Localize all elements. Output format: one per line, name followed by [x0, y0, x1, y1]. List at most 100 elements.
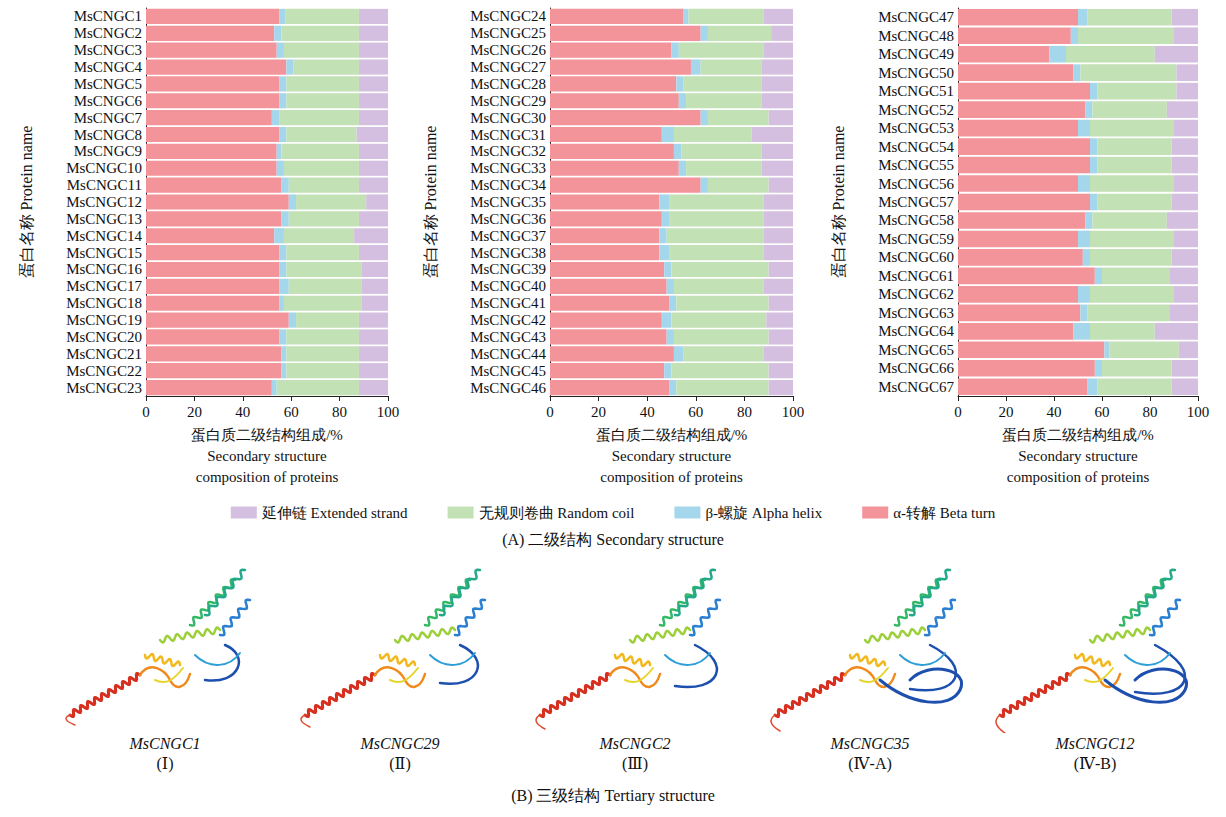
svg-text:MsCNGC51: MsCNGC51 [878, 83, 954, 99]
svg-text:MsCNGC65: MsCNGC65 [878, 342, 954, 358]
svg-text:100: 100 [377, 404, 400, 420]
svg-text:MsCNGC31: MsCNGC31 [470, 127, 546, 143]
svg-text:MsCNGC53: MsCNGC53 [878, 120, 954, 136]
svg-text:MsCNGC52: MsCNGC52 [878, 102, 954, 118]
svg-text:MsCNGC44: MsCNGC44 [470, 346, 546, 362]
svg-text:60: 60 [688, 404, 703, 420]
svg-text:composition of proteins: composition of proteins [1007, 469, 1150, 485]
svg-text:MsCNGC13: MsCNGC13 [66, 211, 142, 227]
svg-text:MsCNGC62: MsCNGC62 [878, 286, 954, 302]
svg-text:蛋白质二级结构组成/%: 蛋白质二级结构组成/% [191, 427, 343, 443]
svg-text:Secondary structure: Secondary structure [1018, 448, 1138, 464]
svg-text:80: 80 [737, 404, 752, 420]
svg-text:蛋白质二级结构组成/%: 蛋白质二级结构组成/% [1002, 427, 1154, 443]
svg-text:MsCNGC22: MsCNGC22 [66, 363, 142, 379]
svg-text:MsCNGC63: MsCNGC63 [878, 305, 954, 321]
svg-text:100: 100 [782, 404, 805, 420]
svg-text:MsCNGC54: MsCNGC54 [878, 139, 954, 155]
svg-text:80: 80 [332, 404, 347, 420]
svg-text:MsCNGC26: MsCNGC26 [470, 42, 546, 58]
svg-text:蛋白质二级结构组成/%: 蛋白质二级结构组成/% [596, 427, 748, 443]
svg-text:composition of proteins: composition of proteins [196, 469, 339, 485]
svg-text:MsCNGC29: MsCNGC29 [470, 93, 546, 109]
svg-text:MsCNGC38: MsCNGC38 [470, 245, 546, 261]
svg-text:MsCNGC66: MsCNGC66 [878, 360, 954, 376]
svg-text:MsCNGC35: MsCNGC35 [470, 194, 546, 210]
svg-text:0: 0 [954, 404, 962, 420]
svg-text:60: 60 [1095, 404, 1110, 420]
svg-text:MsCNGC3: MsCNGC3 [74, 42, 142, 58]
svg-text:MsCNGC9: MsCNGC9 [74, 143, 142, 159]
svg-text:MsCNGC27: MsCNGC27 [470, 59, 546, 75]
svg-text:MsCNGC43: MsCNGC43 [470, 329, 546, 345]
svg-text:composition of proteins: composition of proteins [600, 469, 743, 485]
svg-text:MsCNGC14: MsCNGC14 [66, 228, 142, 244]
svg-text:MsCNGC60: MsCNGC60 [878, 249, 954, 265]
svg-text:MsCNGC10: MsCNGC10 [66, 160, 142, 176]
svg-text:MsCNGC37: MsCNGC37 [470, 228, 546, 244]
svg-text:MsCNGC4: MsCNGC4 [74, 59, 143, 75]
svg-text:MsCNGC17: MsCNGC17 [66, 278, 142, 294]
svg-text:MsCNGC16: MsCNGC16 [66, 261, 142, 277]
svg-text:MsCNGC7: MsCNGC7 [74, 110, 143, 126]
svg-text:Secondary structure: Secondary structure [207, 448, 327, 464]
svg-text:MsCNGC25: MsCNGC25 [470, 25, 546, 41]
svg-text:MsCNGC50: MsCNGC50 [878, 65, 954, 81]
svg-text:MsCNGC49: MsCNGC49 [878, 46, 954, 62]
svg-text:MsCNGC19: MsCNGC19 [66, 312, 142, 328]
svg-text:MsCNGC1: MsCNGC1 [74, 8, 142, 24]
svg-text:40: 40 [1047, 404, 1062, 420]
svg-text:MsCNGC30: MsCNGC30 [470, 110, 546, 126]
svg-text:MsCNGC58: MsCNGC58 [878, 212, 954, 228]
svg-text:β-螺旋 Alpha helix: β-螺旋 Alpha helix [705, 505, 822, 521]
svg-text:MsCNGC39: MsCNGC39 [470, 261, 546, 277]
svg-text:蛋白名称 Protein name: 蛋白名称 Protein name [422, 126, 439, 279]
svg-text:MsCNGC67: MsCNGC67 [878, 379, 954, 395]
svg-text:80: 80 [1143, 404, 1158, 420]
svg-text:MsCNGC61: MsCNGC61 [878, 268, 954, 284]
svg-text:20: 20 [999, 404, 1014, 420]
svg-text:MsCNGC5: MsCNGC5 [74, 76, 142, 92]
svg-text:MsCNGC57: MsCNGC57 [878, 194, 954, 210]
svg-text:MsCNGC8: MsCNGC8 [74, 127, 142, 143]
svg-text:MsCNGC48: MsCNGC48 [878, 28, 954, 44]
svg-text:MsCNGC24: MsCNGC24 [470, 8, 546, 24]
svg-text:蛋白名称 Protein name: 蛋白名称 Protein name [18, 126, 35, 279]
svg-text:MsCNGC46: MsCNGC46 [470, 380, 546, 396]
svg-text:MsCNGC34: MsCNGC34 [470, 177, 546, 193]
svg-text:MsCNGC45: MsCNGC45 [470, 363, 546, 379]
svg-text:MsCNGC42: MsCNGC42 [470, 312, 546, 328]
svg-text:延伸链 Extended strand: 延伸链 Extended strand [261, 505, 408, 521]
svg-text:MsCNGC20: MsCNGC20 [66, 329, 142, 345]
svg-text:MsCNGC6: MsCNGC6 [74, 93, 143, 109]
svg-text:MsCNGC64: MsCNGC64 [878, 323, 954, 339]
svg-text:MsCNGC55: MsCNGC55 [878, 157, 954, 173]
svg-text:无规则卷曲 Random coil: 无规则卷曲 Random coil [479, 505, 635, 521]
svg-text:MsCNGC47: MsCNGC47 [878, 9, 954, 25]
svg-text:0: 0 [142, 404, 150, 420]
svg-text:MsCNGC32: MsCNGC32 [470, 143, 546, 159]
svg-text:0: 0 [546, 404, 554, 420]
svg-text:20: 20 [187, 404, 202, 420]
svg-text:MsCNGC18: MsCNGC18 [66, 295, 142, 311]
svg-text:MsCNGC21: MsCNGC21 [66, 346, 142, 362]
svg-text:40: 40 [640, 404, 655, 420]
svg-text:60: 60 [284, 404, 299, 420]
svg-text:MsCNGC15: MsCNGC15 [66, 245, 142, 261]
svg-text:20: 20 [591, 404, 606, 420]
svg-text:MsCNGC40: MsCNGC40 [470, 278, 546, 294]
svg-text:MsCNGC11: MsCNGC11 [67, 177, 142, 193]
svg-text:MsCNGC36: MsCNGC36 [470, 211, 546, 227]
svg-text:MsCNGC33: MsCNGC33 [470, 160, 546, 176]
svg-text:MsCNGC2: MsCNGC2 [74, 25, 142, 41]
svg-text:蛋白名称 Protein name: 蛋白名称 Protein name [830, 126, 847, 279]
svg-text:MsCNGC56: MsCNGC56 [878, 176, 954, 192]
svg-text:40: 40 [235, 404, 250, 420]
svg-text:MsCNGC28: MsCNGC28 [470, 76, 546, 92]
svg-text:100: 100 [1187, 404, 1210, 420]
svg-text:Secondary structure: Secondary structure [612, 448, 732, 464]
svg-text:MsCNGC23: MsCNGC23 [66, 380, 142, 396]
svg-text:MsCNGC12: MsCNGC12 [66, 194, 142, 210]
svg-text:MsCNGC41: MsCNGC41 [470, 295, 546, 311]
svg-text:MsCNGC59: MsCNGC59 [878, 231, 954, 247]
